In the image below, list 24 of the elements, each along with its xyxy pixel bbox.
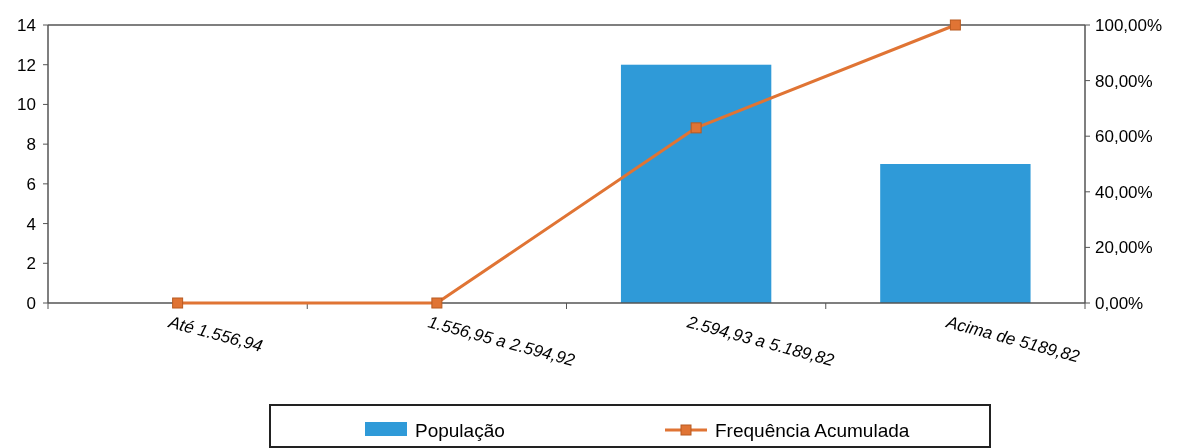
y2-tick-label: 40,00% <box>1095 182 1153 202</box>
y-tick-label: 8 <box>26 135 36 155</box>
y-tick-label: 4 <box>26 214 36 234</box>
x-tick-label: Acima de 5189,82 <box>943 312 1083 367</box>
y-tick-label: 2 <box>26 254 36 274</box>
y2-tick-label: 100,00% <box>1095 15 1163 35</box>
point <box>431 297 443 309</box>
point <box>172 297 184 309</box>
point <box>949 19 961 31</box>
y2-tick-label: 60,00% <box>1095 127 1153 147</box>
x-tick-label: Até 1.556,94 <box>165 312 265 356</box>
y-tick-label: 10 <box>17 95 36 115</box>
y2-tick-label: 80,00% <box>1095 71 1153 91</box>
y2-tick-label: 20,00% <box>1095 238 1153 258</box>
y-tick-label: 14 <box>17 15 36 35</box>
y-tick-label: 12 <box>17 55 36 75</box>
y-tick-label: 6 <box>26 174 36 194</box>
x-tick-label: 2.594,93 a 5.189,82 <box>684 312 837 371</box>
y-tick-label: 0 <box>26 293 36 313</box>
legend-label: População <box>415 419 505 441</box>
x-tick-label: 1.556,95 a 2.594,92 <box>425 312 578 371</box>
legend-label: Frequência Acumulada <box>715 419 910 441</box>
point <box>690 122 702 134</box>
y2-tick-label: 0,00% <box>1095 293 1144 313</box>
